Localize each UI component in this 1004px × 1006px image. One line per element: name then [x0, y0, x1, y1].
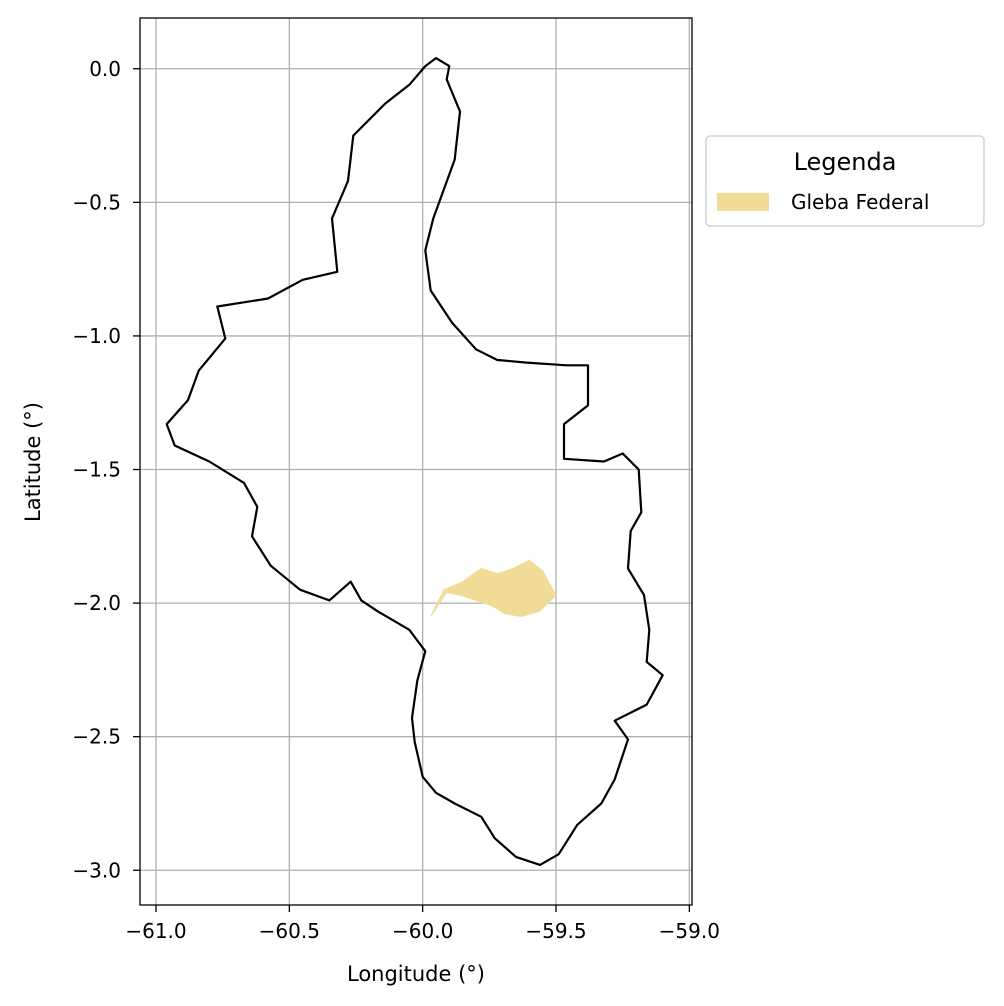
grid-lines — [140, 18, 692, 905]
y-tick-label: 0.0 — [89, 57, 121, 81]
gleba-federal-area — [430, 559, 557, 618]
x-tick-label: −60.5 — [259, 919, 320, 943]
plot-frame — [139, 17, 693, 906]
y-tick-label: −2.5 — [72, 725, 121, 749]
axis-ticks: −61.0 −60.5 −60.0 −59.5 −59.0 0.0 −0.5 −1.0 −1.5… — [72, 57, 720, 943]
y-tick-label: −3.0 — [72, 858, 121, 882]
y-axis-label: Latitude (°) — [21, 402, 45, 522]
x-tick-label: −59.5 — [525, 919, 586, 943]
y-tick-label: −2.0 — [72, 591, 121, 615]
map-layers — [165, 57, 664, 866]
municipality-boundary — [165, 57, 664, 866]
y-tick-label: −0.5 — [72, 190, 121, 214]
x-tick-label: −60.0 — [392, 919, 453, 943]
x-tick-label: −59.0 — [659, 919, 720, 943]
legend-frame — [705, 135, 985, 227]
x-axis-label: Longitude (°) — [347, 962, 485, 986]
x-tick-label: −61.0 — [125, 919, 186, 943]
legend-label-gleba-federal: Gleba Federal — [791, 190, 929, 214]
legend-swatch-gleba-federal — [717, 193, 769, 211]
legend: Legenda Gleba Federal — [705, 135, 985, 227]
y-tick-label: −1.0 — [72, 324, 121, 348]
legend-title: Legenda — [794, 148, 897, 176]
y-tick-label: −1.5 — [72, 458, 121, 482]
